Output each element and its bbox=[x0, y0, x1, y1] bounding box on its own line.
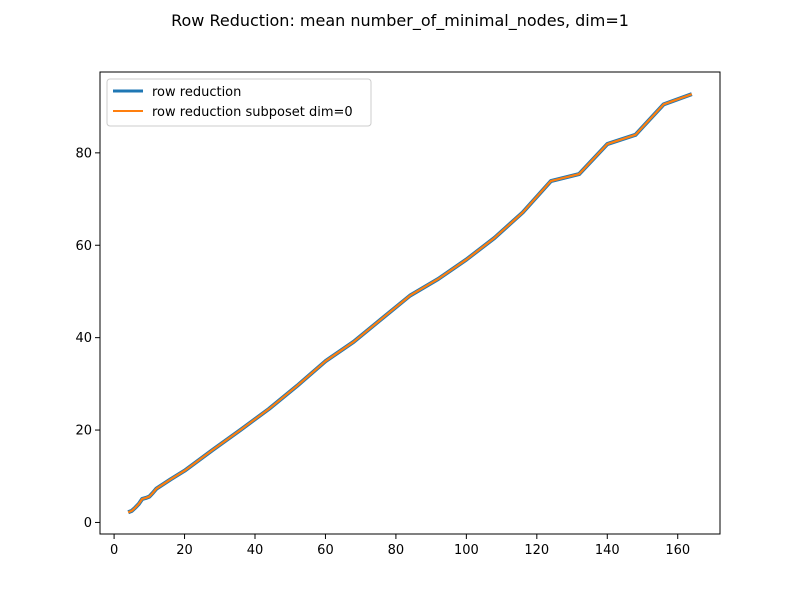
x-tick-label: 140 bbox=[595, 543, 620, 558]
legend-box bbox=[106, 78, 372, 127]
x-tick-label: 40 bbox=[247, 543, 264, 558]
x-tick-label: 100 bbox=[454, 543, 479, 558]
y-tick-label: 40 bbox=[75, 331, 92, 346]
y-tick-label: 20 bbox=[75, 424, 92, 439]
y-tick-label: 80 bbox=[75, 146, 92, 161]
x-tick-label: 60 bbox=[317, 543, 334, 558]
legend-label-row-reduction-subposet: row reduction subposet dim=0 bbox=[152, 105, 353, 120]
x-tick-label: 0 bbox=[110, 543, 118, 558]
x-tick-label: 20 bbox=[176, 543, 193, 558]
chart-title: Row Reduction: mean number_of_minimal_no… bbox=[171, 11, 629, 31]
x-axis: 0 20 40 60 80 100 120 140 160 bbox=[110, 534, 690, 558]
y-axis: 0 20 40 60 80 bbox=[75, 146, 100, 531]
x-tick-label: 80 bbox=[388, 543, 405, 558]
x-tick-label: 160 bbox=[665, 543, 690, 558]
series-layer bbox=[127, 92, 693, 515]
y-tick-label: 0 bbox=[84, 516, 92, 531]
y-tick-label: 60 bbox=[75, 239, 92, 254]
plot-frame bbox=[99, 71, 721, 535]
series-line-1 bbox=[127, 93, 693, 514]
legend-label-row-reduction: row reduction bbox=[152, 85, 241, 100]
legend: row reduction row reduction subposet dim… bbox=[106, 78, 372, 127]
x-tick-label: 120 bbox=[524, 543, 549, 558]
